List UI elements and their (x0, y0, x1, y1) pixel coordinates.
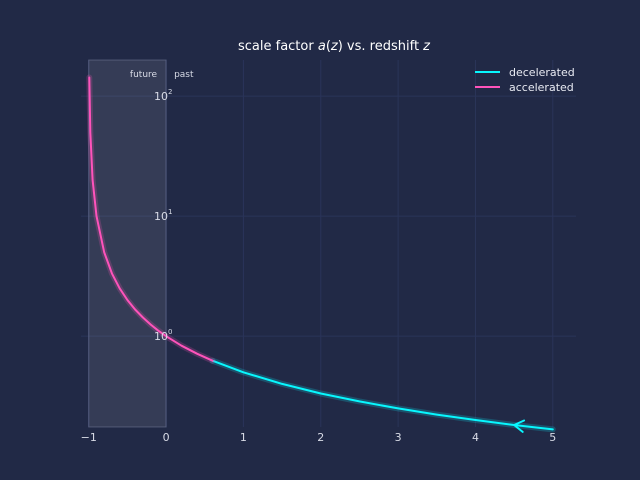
x-tick-label: 1 (240, 431, 247, 444)
series-line-decelerated (211, 359, 554, 431)
series-line-accelerated (88, 76, 214, 362)
series-layer (86, 74, 556, 433)
y-tick-label: 101 (154, 208, 172, 223)
y-axis-ticks: 100 101 102 (154, 88, 172, 343)
y-tick-label: 100 (154, 328, 172, 343)
chart-title: scale factor a(z) vs. redshift z (238, 39, 431, 54)
direction-arrow-decelerated (513, 419, 526, 433)
legend-label-decelerated: decelerated (509, 66, 575, 79)
legend: decelerated accelerated (475, 66, 575, 94)
x-tick-label: −1 (81, 431, 97, 444)
grid (81, 60, 576, 427)
y-tick-label: 102 (154, 88, 172, 103)
x-axis-ticks: −1 0 1 2 3 4 5 (81, 431, 557, 444)
x-tick-label: 4 (472, 431, 479, 444)
past-region-label: past (174, 70, 194, 80)
future-region-label: future (130, 70, 158, 80)
x-tick-label: 0 (163, 431, 170, 444)
legend-label-accelerated: accelerated (509, 81, 574, 94)
future-region-shade (88, 59, 167, 428)
series-line-glow-decelerated (209, 357, 556, 433)
x-tick-label: 2 (317, 431, 324, 444)
x-tick-label: 5 (549, 431, 556, 444)
x-tick-label: 3 (395, 431, 402, 444)
